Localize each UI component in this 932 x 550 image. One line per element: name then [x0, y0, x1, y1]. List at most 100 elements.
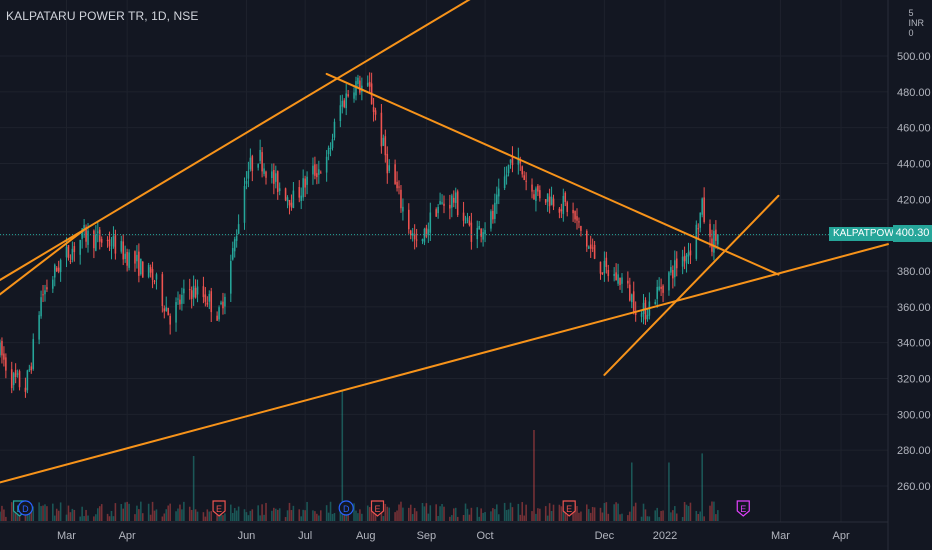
candle-body [572, 209, 574, 214]
volume-bar [449, 516, 451, 521]
candle-body [24, 387, 27, 392]
volume-bar [327, 512, 330, 521]
volume-bar [537, 508, 539, 521]
volume-bar [57, 510, 60, 521]
candle-body [562, 195, 565, 214]
marker-label: E [566, 504, 572, 514]
candle-body [327, 147, 330, 155]
candle-body [306, 176, 308, 185]
volume-bar [69, 512, 72, 521]
candle-body [55, 267, 58, 272]
volume-bar [648, 516, 651, 521]
candle-body [443, 203, 445, 206]
volume-bar [683, 502, 686, 521]
currency-indicator[interactable]: 5 INR 0 [909, 8, 925, 38]
candle-body [552, 198, 555, 207]
volume-bar [149, 514, 152, 521]
volume-bar [286, 510, 289, 521]
volume-bar [396, 510, 398, 521]
volume-bar [95, 514, 97, 521]
volume-bar [261, 504, 263, 521]
candle-body [492, 210, 494, 220]
candle-body [304, 178, 306, 188]
candle-body [409, 230, 412, 236]
volume-bar [613, 504, 615, 521]
candle-body [398, 186, 400, 188]
volume-bar [298, 509, 301, 521]
candle-body [151, 269, 154, 280]
candle-body [245, 180, 248, 184]
candle-body [278, 188, 281, 192]
volume-bar [384, 503, 387, 521]
candle-body [69, 260, 72, 262]
volume-bar [408, 507, 410, 521]
volume-bar [670, 512, 672, 521]
volume-bar [599, 507, 602, 521]
candle-body [468, 220, 471, 226]
volume-bar [79, 516, 81, 521]
candle-body [402, 206, 404, 212]
volume-bar [509, 502, 512, 521]
candle-body [591, 247, 594, 249]
volume-bar [621, 513, 623, 521]
volume-bar [441, 503, 443, 521]
volume-bar [630, 462, 633, 521]
candle-body [331, 139, 334, 148]
candle-body [235, 236, 238, 241]
candle-body [560, 209, 563, 212]
volume-bar [231, 512, 234, 521]
candle-body [318, 169, 320, 175]
candle-body [3, 353, 5, 360]
volume-bar [562, 507, 565, 521]
volume-bar [411, 514, 414, 521]
candle-body [396, 181, 398, 189]
volume-bar [437, 516, 439, 521]
volume-bar [0, 511, 1, 521]
volume-bar [331, 513, 334, 521]
candle-body [607, 270, 610, 277]
candle-body [548, 196, 551, 207]
candle-body [42, 294, 44, 296]
volume-bar [587, 509, 590, 521]
candle-body [578, 221, 580, 223]
volume-bar [715, 514, 717, 521]
marker-shape [17, 500, 34, 516]
candle-body [286, 197, 289, 202]
volume-bar [601, 512, 604, 521]
volume-bar [658, 517, 660, 521]
candle-body [343, 100, 346, 107]
volume-bar [249, 510, 252, 521]
volume-bar [507, 509, 510, 521]
volume-bar [660, 510, 662, 521]
candle-body [257, 164, 259, 168]
volume-bar [134, 514, 136, 521]
volume-bar [505, 510, 508, 521]
x-tick-label: Apr [832, 530, 849, 542]
candle-body [114, 235, 117, 254]
volume-bar [67, 505, 70, 521]
volume-bar [717, 510, 719, 521]
volume-bar [550, 511, 553, 521]
candle-body [230, 261, 232, 294]
candle-body [478, 226, 480, 230]
volume-bar [644, 509, 647, 521]
candle-body [292, 190, 295, 209]
candle-body [482, 232, 484, 240]
volume-bar [382, 516, 385, 521]
volume-bar [711, 501, 713, 521]
candle-body [329, 148, 332, 150]
candle-body [415, 239, 418, 241]
candle-body [456, 191, 459, 216]
volume-bar [476, 507, 479, 521]
volume-bar [247, 515, 250, 521]
volume-bar [206, 509, 209, 521]
candle-body [675, 258, 678, 269]
candle-body [672, 270, 674, 279]
volume-bar [662, 510, 664, 521]
x-tick-label: Mar [771, 530, 790, 542]
volume-bar [142, 513, 144, 521]
marker-shape [736, 500, 750, 517]
earnings-marker-icon: E [736, 500, 750, 517]
